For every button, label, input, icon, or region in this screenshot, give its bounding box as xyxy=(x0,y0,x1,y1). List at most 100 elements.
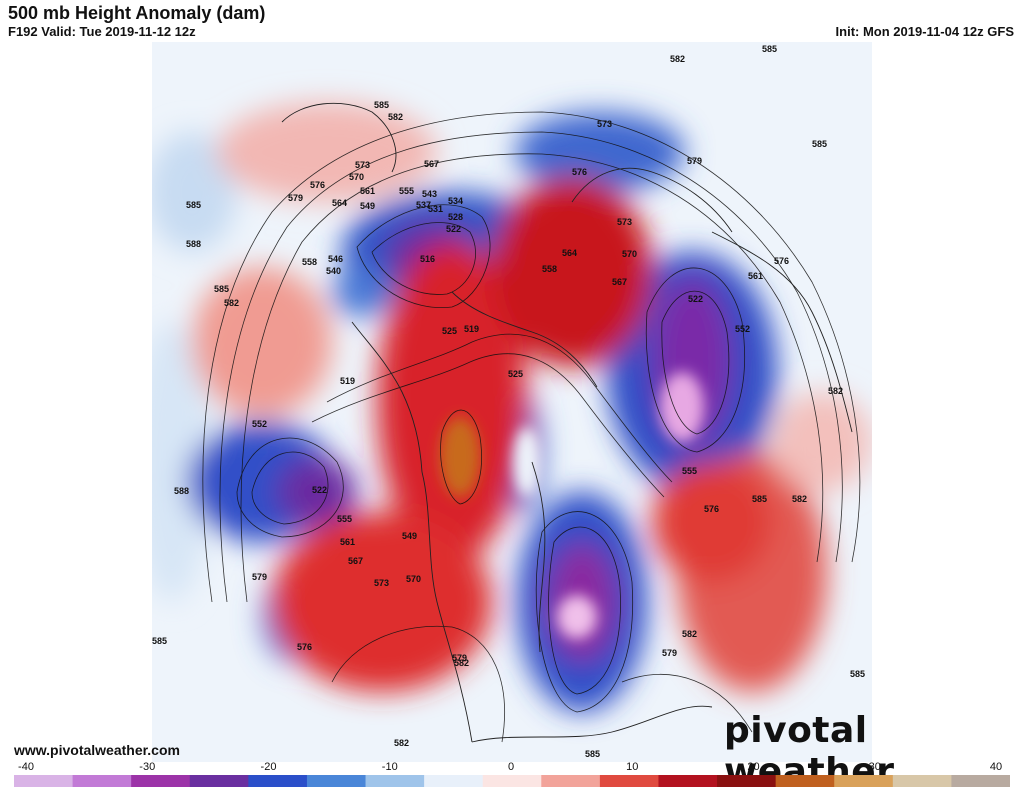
colorbar-segment xyxy=(189,775,249,787)
contour-label: 555 xyxy=(399,186,414,196)
contour-label: 558 xyxy=(542,264,557,274)
contour-label: 552 xyxy=(735,324,750,334)
contour-label: 573 xyxy=(374,578,389,588)
contour-label: 522 xyxy=(312,485,327,495)
contour-label: 567 xyxy=(424,159,439,169)
colorbar-tick-label: -10 xyxy=(381,761,398,773)
colorbar-tick-label: 10 xyxy=(626,761,639,773)
contour-label: 567 xyxy=(348,556,363,566)
colorbar-segment xyxy=(775,775,835,787)
init-time: Init: Mon 2019-11-04 12z GFS xyxy=(835,24,1014,39)
colorbar-segment xyxy=(834,775,894,787)
contour-label: 573 xyxy=(597,119,612,129)
contour-label: 582 xyxy=(454,658,469,668)
contour-label: 543 xyxy=(422,189,437,199)
contour-label: 561 xyxy=(360,186,375,196)
contour-label: 537 xyxy=(416,200,431,210)
contour-label: 579 xyxy=(288,193,303,203)
contour-label: 588 xyxy=(186,239,201,249)
colorbar-segment xyxy=(14,775,74,787)
contour-label: 582 xyxy=(388,112,403,122)
contour-labels: 585 582 573 576 579 567 570 561 555 549 … xyxy=(152,44,865,759)
contour-label: 585 xyxy=(186,200,201,210)
contour-label: 549 xyxy=(360,201,375,211)
contour-label: 576 xyxy=(572,167,587,177)
contour-label: 522 xyxy=(688,294,703,304)
contour-label: 585 xyxy=(585,749,600,759)
contour-label: 579 xyxy=(452,653,467,663)
colorbar-segment xyxy=(131,775,191,787)
colorbar-segment xyxy=(482,775,542,787)
contour-label: 582 xyxy=(828,386,843,396)
contour-label: 549 xyxy=(402,531,417,541)
contour-label: 585 xyxy=(152,636,167,646)
contour-label: 576 xyxy=(310,180,325,190)
contour-label: 585 xyxy=(214,284,229,294)
contour-label: 570 xyxy=(406,574,421,584)
contour-label: 570 xyxy=(349,172,364,182)
contour-label: 582 xyxy=(224,298,239,308)
colorbar-tick-label: 20 xyxy=(747,761,760,773)
contour-label: 585 xyxy=(850,669,865,679)
contour-label: 525 xyxy=(442,326,457,336)
colorbar-segment xyxy=(248,775,308,787)
contour-label: 588 xyxy=(174,486,189,496)
contour-label: 561 xyxy=(748,271,763,281)
colorbar xyxy=(14,775,1010,787)
contour-label: 555 xyxy=(337,514,352,524)
contour-label: 585 xyxy=(812,139,827,149)
contour-label: 540 xyxy=(326,266,341,276)
colorbar-tick-label: -40 xyxy=(18,761,34,773)
colorbar-segment xyxy=(717,775,777,787)
colorbar-segment xyxy=(424,775,484,787)
contour-label: 558 xyxy=(302,257,317,267)
colorbar-segment xyxy=(599,775,659,787)
contour-label: 573 xyxy=(355,160,370,170)
contour-label: 519 xyxy=(340,376,355,386)
contour-label: 579 xyxy=(252,572,267,582)
contour-label: 582 xyxy=(792,494,807,504)
colorbar-tick-label: 30 xyxy=(868,761,881,773)
contour-label: 516 xyxy=(420,254,435,264)
contour-label: 570 xyxy=(622,249,637,259)
contour-label: 528 xyxy=(448,212,463,222)
valid-time: F192 Valid: Tue 2019-11-12 12z xyxy=(8,24,196,39)
website-credit: www.pivotalweather.com xyxy=(14,742,180,758)
colorbar-segment xyxy=(658,775,718,787)
colorbar-segment xyxy=(541,775,601,787)
contour-label: 573 xyxy=(617,217,632,227)
contour-label: 561 xyxy=(340,537,355,547)
contour-label: 585 xyxy=(752,494,767,504)
contour-label: 576 xyxy=(704,504,719,514)
contour-label: 585 xyxy=(762,44,777,54)
contour-label: 576 xyxy=(774,256,789,266)
colorbar-tick-label: -30 xyxy=(139,761,156,773)
contour-label: 552 xyxy=(252,419,267,429)
colorbar-tick-label: 40 xyxy=(989,761,1003,773)
contour-label: 567 xyxy=(612,277,627,287)
contour-label: 525 xyxy=(508,369,523,379)
contour-label: 564 xyxy=(332,198,347,208)
contour-label: 531 xyxy=(428,204,443,214)
anomaly-map[interactable]: 585 582 573 576 579 567 570 561 555 549 … xyxy=(152,42,872,762)
contour-label: 576 xyxy=(297,642,312,652)
contour-label: 522 xyxy=(446,224,461,234)
contour-label: 534 xyxy=(448,196,463,206)
colorbar-segment xyxy=(72,775,132,787)
contour-label: 585 xyxy=(374,100,389,110)
coastlines xyxy=(281,102,853,743)
contour-label: 555 xyxy=(682,466,697,476)
contour-label: 582 xyxy=(394,738,409,748)
contour-label: 546 xyxy=(328,254,343,264)
map-title: 500 mb Height Anomaly (dam) xyxy=(8,3,266,23)
colorbar-gradient xyxy=(14,775,1010,787)
colorbar-segment xyxy=(365,775,425,787)
colorbar-segment xyxy=(306,775,367,787)
contour-label: 579 xyxy=(687,156,702,166)
contour-label: 582 xyxy=(670,54,685,64)
colorbar-tick-label: -20 xyxy=(260,761,277,773)
map-canvas: 585 582 573 576 579 567 570 561 555 549 … xyxy=(152,42,872,762)
anomaly-core xyxy=(440,372,704,639)
contour-label: 579 xyxy=(662,648,677,658)
colorbar-segment xyxy=(951,775,1010,787)
